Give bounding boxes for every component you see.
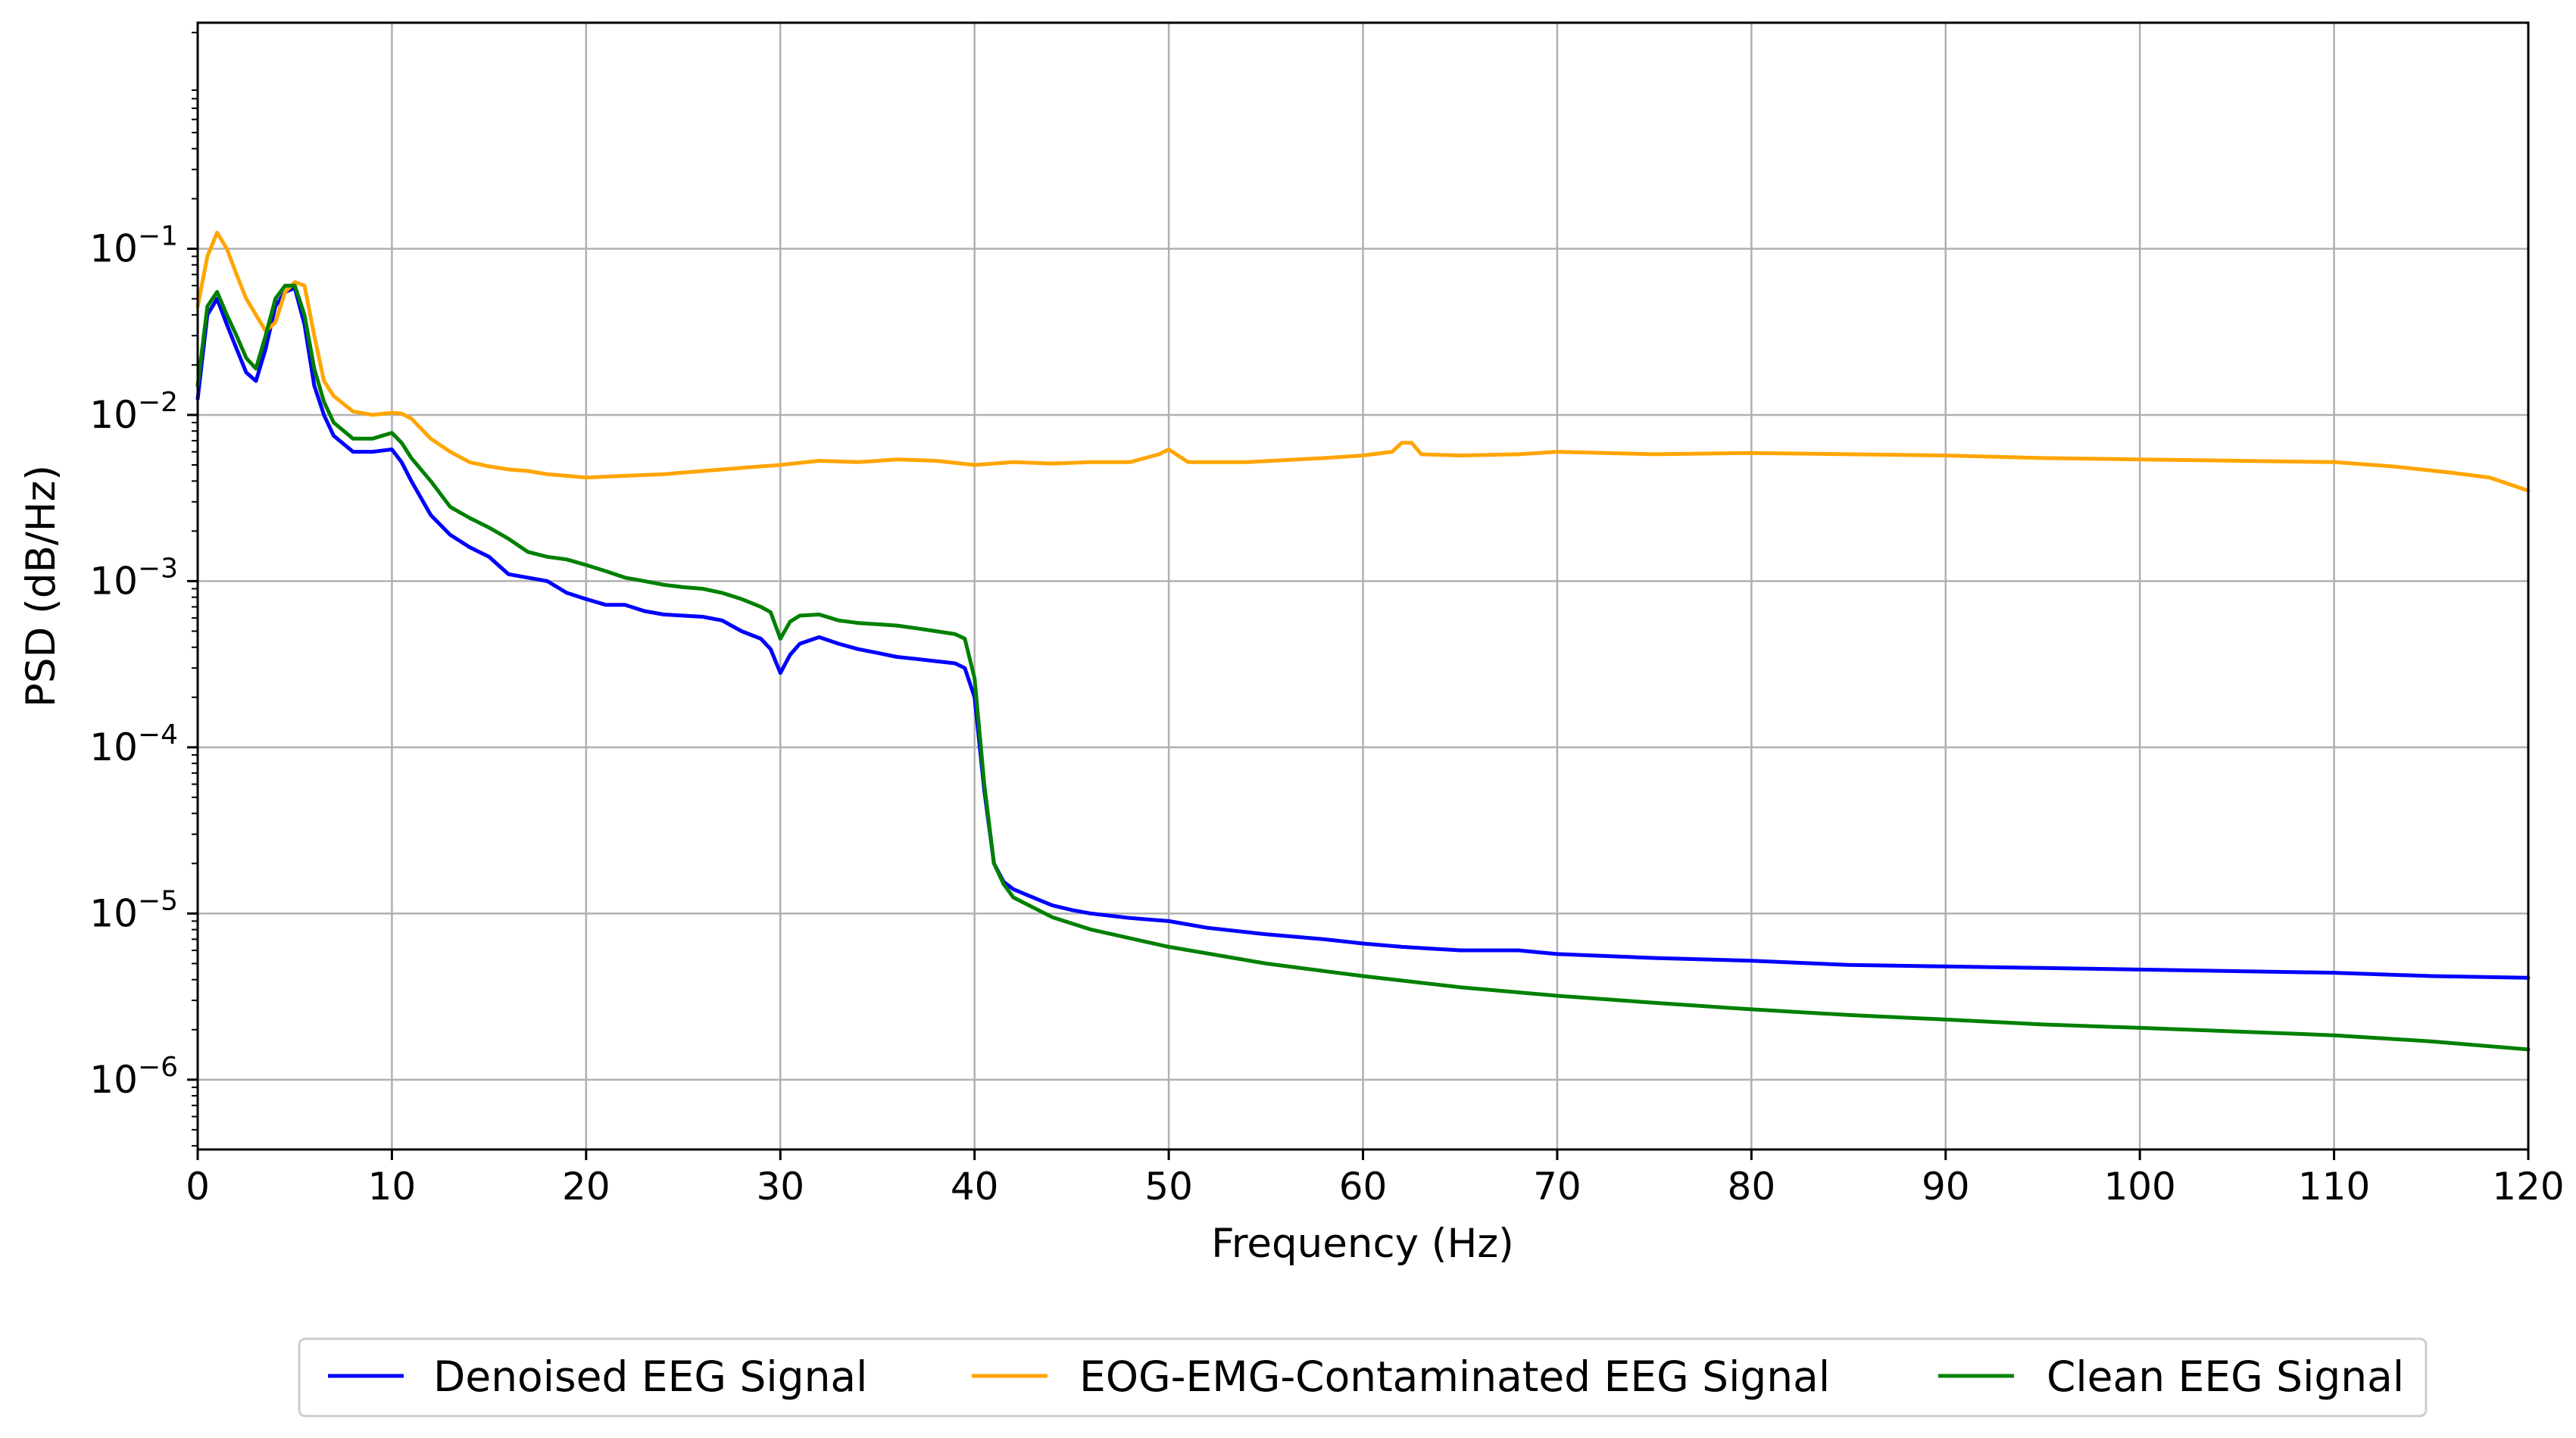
x-tick-label: 0 [186, 1165, 210, 1209]
x-tick-label: 80 [1728, 1165, 1776, 1209]
x-tick-label: 70 [1533, 1165, 1582, 1209]
y-tick-label: 10−6 [89, 1052, 178, 1102]
y-tick-label: 10−4 [89, 719, 178, 769]
x-tick-label: 100 [2103, 1165, 2175, 1209]
x-tick-label: 10 [368, 1165, 417, 1209]
legend-label-denoised: Denoised EEG Signal [433, 1352, 867, 1401]
x-tick-label: 50 [1144, 1165, 1193, 1209]
legend-frame [298, 1337, 2428, 1418]
data-series [195, 230, 2531, 1052]
y-tick-label: 10−5 [89, 885, 178, 935]
x-tick-label: 120 [2492, 1165, 2564, 1209]
series-line-0 [195, 285, 2531, 980]
x-tick-label: 90 [1922, 1165, 1970, 1209]
legend: Denoised EEG Signal EOG-EMG-Contaminated… [298, 1337, 2428, 1418]
x-tick-label: 30 [756, 1165, 804, 1209]
y-axis-label: PSD (dB/Hz) [18, 465, 64, 707]
x-axis-ticks: 0 10 20 30 40 50 60 70 80 90 100 110 120 [186, 1149, 2565, 1209]
series-line-1 [195, 230, 2531, 493]
grid-lines [196, 23, 2530, 1149]
x-tick-label: 110 [2298, 1165, 2370, 1209]
y-tick-label: 10−2 [89, 387, 178, 437]
x-tick-label: 40 [951, 1165, 999, 1209]
legend-label-contaminated: EOG-EMG-Contaminated EEG Signal [1079, 1352, 1830, 1401]
x-tick-label: 20 [562, 1165, 610, 1209]
x-tick-label: 60 [1339, 1165, 1388, 1209]
y-tick-label: 10−3 [89, 553, 178, 603]
series-line-2 [195, 283, 2531, 1052]
y-axis-ticks: 10−1 10−2 10−3 10−4 10−5 10−6 [89, 31, 198, 1147]
x-axis-label: Frequency (Hz) [1211, 1221, 1514, 1267]
y-tick-label: 10−1 [89, 220, 178, 270]
legend-label-clean: Clean EEG Signal [2047, 1352, 2404, 1401]
